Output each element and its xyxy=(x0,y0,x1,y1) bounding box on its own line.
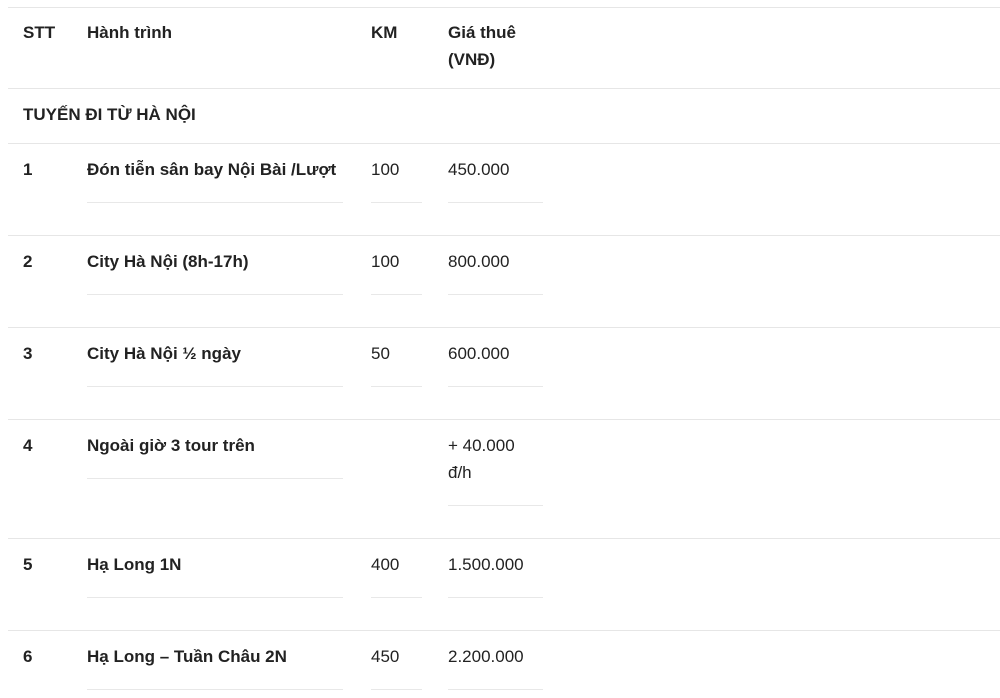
row-stt: 3 xyxy=(23,344,33,363)
header-price: Giá thuê (VNĐ) xyxy=(448,19,516,73)
cell-underline xyxy=(371,294,422,295)
header-price-line1: Giá thuê xyxy=(448,23,517,42)
cell-underline xyxy=(87,597,343,598)
row-route: Hạ Long 1N xyxy=(87,555,182,574)
cell-underline xyxy=(448,294,543,295)
header-price-line2: (VNĐ) xyxy=(448,50,496,69)
row-price: 450.000 xyxy=(448,160,510,179)
row-stt: 4 xyxy=(23,436,33,455)
row-route: City Hà Nội (8h-17h) xyxy=(87,252,249,271)
row-km: 400 xyxy=(371,555,400,574)
header-route: Hành trình xyxy=(87,23,172,42)
row-km: 100 xyxy=(371,160,400,179)
row-km: 450 xyxy=(371,647,400,666)
cell-underline xyxy=(448,689,543,690)
row-km: 50 xyxy=(371,344,390,363)
divider xyxy=(8,327,1000,328)
cell-underline xyxy=(87,689,343,690)
divider xyxy=(8,419,1000,420)
cell-underline xyxy=(448,505,543,506)
divider xyxy=(8,235,1000,236)
row-stt: 6 xyxy=(23,647,33,666)
row-price: 800.000 xyxy=(448,252,510,271)
cell-underline xyxy=(371,689,422,690)
row-price: 600.000 xyxy=(448,344,510,363)
row-route: Hạ Long – Tuần Châu 2N xyxy=(87,647,287,666)
header-stt: STT xyxy=(23,23,56,42)
divider xyxy=(8,143,1000,144)
cell-underline xyxy=(448,386,543,387)
row-route: City Hà Nội ½ ngày xyxy=(87,344,241,363)
row-price-unit: đ/h xyxy=(448,463,472,482)
divider xyxy=(8,7,1000,8)
row-route: Ngoài giờ 3 tour trên xyxy=(87,436,255,455)
cell-underline xyxy=(87,202,343,203)
section-title: TUYẾN ĐI TỪ HÀ NỘI xyxy=(23,105,196,124)
cell-underline xyxy=(371,386,422,387)
cell-underline xyxy=(87,386,343,387)
row-price: 2.200.000 xyxy=(448,647,524,666)
cell-underline xyxy=(87,294,343,295)
row-stt: 2 xyxy=(23,252,33,271)
row-stt: 1 xyxy=(23,160,33,179)
divider xyxy=(8,630,1000,631)
row-stt: 5 xyxy=(23,555,33,574)
row-price: 1.500.000 xyxy=(448,555,524,574)
row-km: 100 xyxy=(371,252,400,271)
row-route: Đón tiễn sân bay Nội Bài /Lượt xyxy=(87,160,337,179)
header-km: KM xyxy=(371,23,398,42)
cell-underline xyxy=(448,202,543,203)
cell-underline xyxy=(87,478,343,479)
divider xyxy=(8,538,1000,539)
cell-underline xyxy=(448,597,543,598)
cell-underline xyxy=(371,202,422,203)
divider xyxy=(8,88,1000,89)
row-price: + 40.000 xyxy=(448,436,515,455)
cell-underline xyxy=(371,597,422,598)
